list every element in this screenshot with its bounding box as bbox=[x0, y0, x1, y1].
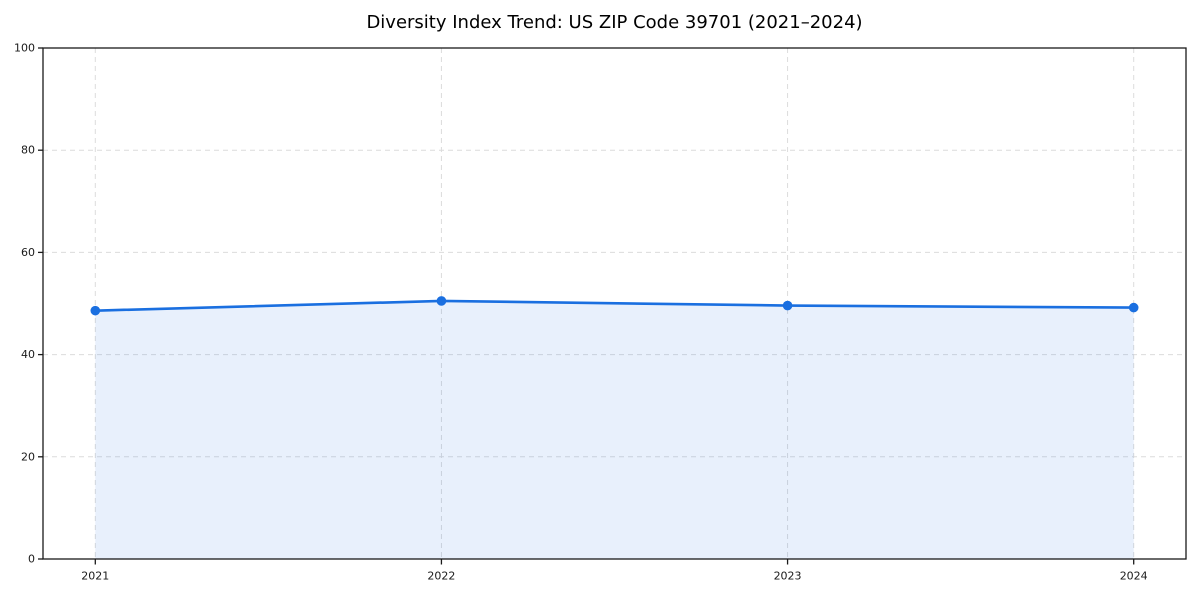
y-tick-label: 100 bbox=[14, 42, 35, 55]
trend-line bbox=[94, 299, 1135, 312]
chart-title: Diversity Index Trend: US ZIP Code 39701… bbox=[366, 12, 863, 33]
data-point-2024 bbox=[1128, 302, 1139, 313]
data-point-2021 bbox=[90, 305, 101, 316]
x-tick-label: 2024 bbox=[1120, 570, 1148, 583]
y-tick-label: 60 bbox=[21, 246, 35, 259]
area-fill bbox=[95, 300, 1134, 559]
x-tick-label: 2022 bbox=[427, 570, 455, 583]
data-point-2023 bbox=[782, 300, 793, 311]
x-tick-label: 2021 bbox=[81, 570, 109, 583]
x-tick-label: 2023 bbox=[774, 570, 802, 583]
plot-border bbox=[42, 47, 1187, 560]
data-point-2022 bbox=[436, 296, 447, 306]
y-tick-label: 0 bbox=[28, 553, 35, 566]
y-tick-label: 40 bbox=[21, 348, 35, 361]
y-tick-label: 80 bbox=[21, 144, 35, 157]
y-tick-label: 20 bbox=[21, 450, 35, 463]
